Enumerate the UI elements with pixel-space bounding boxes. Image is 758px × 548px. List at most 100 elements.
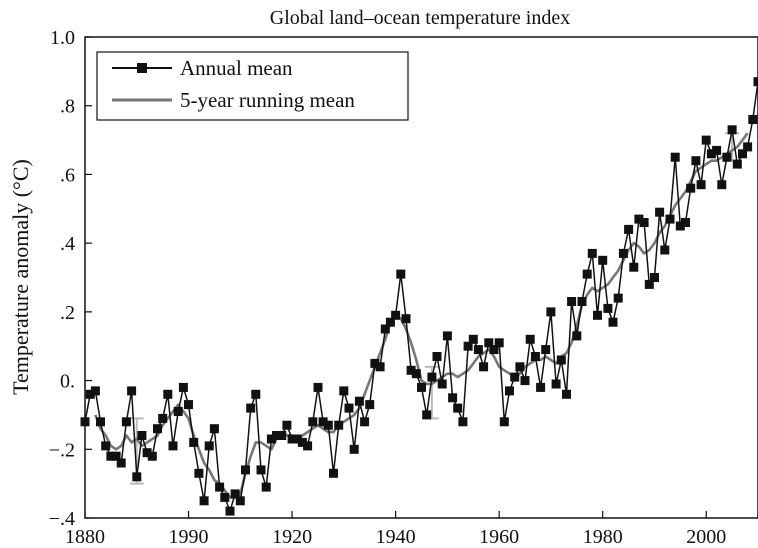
- annual-point: [106, 451, 116, 461]
- annual-point: [365, 400, 375, 410]
- annual-point: [536, 382, 546, 392]
- annual-point: [453, 403, 463, 413]
- y-axis-label: Temperature anomaly (°C): [8, 159, 33, 395]
- annual-point: [422, 410, 432, 420]
- annual-point: [406, 365, 416, 375]
- annual-point: [391, 310, 401, 320]
- annual-point: [603, 303, 613, 313]
- annual-point: [313, 382, 323, 392]
- plot-frame: [84, 36, 758, 519]
- annual-point: [598, 255, 608, 265]
- annual-point: [147, 451, 157, 461]
- annual-point: [484, 338, 494, 348]
- annual-point: [743, 142, 753, 152]
- x-tick-label: 1880: [65, 526, 105, 548]
- annual-point: [184, 400, 193, 410]
- annual-point: [468, 334, 478, 344]
- annual-point: [101, 441, 111, 451]
- annual-point: [738, 149, 747, 159]
- annual-point: [116, 458, 126, 468]
- annual-point: [442, 331, 452, 341]
- annual-point: [670, 152, 680, 162]
- annual-point: [277, 431, 287, 440]
- annual-point: [634, 214, 644, 224]
- annual-point: [297, 437, 307, 447]
- annual-point: [525, 334, 535, 344]
- annual-point: [732, 159, 742, 169]
- x-axis: 1880 1990 1920 1940 1960 1980 2000: [65, 511, 726, 548]
- annual-point: [235, 496, 245, 506]
- annual-point: [608, 317, 618, 327]
- series-annual-mean: [80, 77, 758, 516]
- legend-running-label: 5-year running mean: [180, 88, 355, 112]
- annual-point: [530, 352, 540, 361]
- annual-point: [520, 376, 530, 386]
- annual-point: [396, 269, 406, 279]
- annual-point: [587, 248, 597, 258]
- annual-point: [194, 468, 204, 478]
- annual-point: [282, 420, 292, 430]
- x-tick-label: 2000: [686, 526, 726, 548]
- annual-point: [209, 424, 219, 434]
- annual-point: [80, 417, 90, 427]
- annual-point: [556, 355, 566, 365]
- legend-annual-marker: [137, 63, 147, 73]
- annual-point: [142, 448, 152, 458]
- annual-point: [458, 417, 468, 427]
- annual-point: [339, 386, 349, 396]
- annual-point: [241, 465, 250, 475]
- y-tick-label: .8: [60, 96, 75, 118]
- annual-point: [329, 468, 338, 478]
- x-tick-label: 1960: [479, 526, 519, 548]
- annual-point: [127, 386, 137, 396]
- x-tick-label: 1920: [272, 526, 312, 548]
- annual-point: [660, 245, 670, 255]
- annual-point: [380, 324, 390, 334]
- annual-point: [251, 389, 261, 399]
- annual-point: [375, 362, 385, 372]
- annual-point: [618, 248, 628, 258]
- y-tick-label: 1.0: [50, 27, 75, 49]
- annual-point: [225, 506, 235, 516]
- annual-point: [489, 345, 499, 355]
- annual-point: [629, 262, 639, 272]
- y-tick-label: .6: [60, 164, 75, 186]
- annual-point: [722, 152, 732, 162]
- annual-point: [515, 362, 525, 372]
- annual-mean-line: [84, 81, 758, 512]
- annual-point: [479, 362, 489, 372]
- annual-point: [577, 297, 587, 306]
- legend-annual-label: Annual mean: [180, 56, 293, 80]
- annual-point: [360, 417, 370, 427]
- y-tick-label: .2: [60, 302, 75, 324]
- annual-point: [665, 214, 675, 224]
- annual-point: [644, 279, 654, 289]
- annual-point: [650, 273, 659, 282]
- annual-point: [199, 496, 209, 506]
- annual-point: [437, 379, 447, 389]
- annual-point: [748, 115, 758, 124]
- annual-point: [473, 345, 483, 355]
- y-tick-label: 0.: [60, 371, 75, 393]
- annual-point: [163, 389, 173, 399]
- annual-point: [246, 403, 256, 413]
- annual-point: [727, 125, 737, 135]
- annual-point: [417, 382, 426, 392]
- y-tick-label: −.4: [49, 508, 75, 530]
- annual-point: [344, 403, 354, 413]
- annual-point: [370, 358, 380, 368]
- legend: Annual mean 5-year running mean: [96, 51, 409, 121]
- annual-point: [261, 482, 271, 492]
- y-tick-label: −.2: [49, 439, 75, 461]
- annual-point: [675, 221, 685, 231]
- annual-point: [158, 413, 168, 423]
- annual-point: [96, 417, 105, 427]
- y-axis: 1.0 .8 .6 .4 .2 0. −.2 −.4: [49, 27, 92, 530]
- annual-point: [510, 372, 520, 382]
- annual-point: [349, 444, 359, 454]
- chart-title: Global land–ocean temperature index: [270, 7, 570, 29]
- annual-point: [593, 310, 602, 320]
- annual-point: [323, 420, 333, 430]
- annual-point: [655, 207, 665, 217]
